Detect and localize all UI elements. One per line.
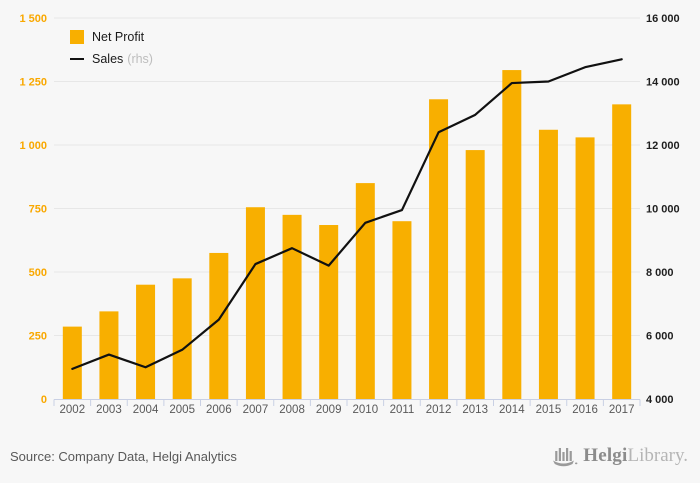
x-axis-year-label: 2010	[353, 404, 379, 416]
chart: 0 250 500 750 1 000 1 250 1 500 4 000 6 000 8 000…	[19, 13, 680, 416]
right-axis-tick-label: 12 000	[646, 140, 680, 152]
chart-canvas: 0 250 500 750 1 000 1 250 1 500 4 000 6 000 8 000…	[19, 13, 680, 416]
x-axis-year-label: 2005	[169, 404, 195, 416]
x-axis-year-label: 2009	[316, 404, 342, 416]
right-axis-tick-label: 16 000	[646, 13, 680, 25]
bar-2017	[612, 104, 632, 400]
bar-2010	[355, 183, 375, 399]
right-axis-tick-label: 14 000	[646, 77, 680, 89]
left-axis-tick-label: 500	[29, 267, 47, 279]
legend-label-sales: Sales	[92, 52, 124, 66]
bar-2008	[282, 214, 302, 399]
bar-2012	[429, 99, 449, 399]
logo-text-library: Library.	[627, 445, 689, 466]
left-axis-tick-label: 250	[29, 331, 47, 343]
right-axis-tick-label: 8 000	[646, 267, 674, 279]
x-axis-year-label: 2016	[572, 404, 598, 416]
bar-2015	[538, 129, 558, 399]
left-axis-tick-label: 1 250	[19, 77, 47, 89]
left-axis-tick-label: 0	[41, 394, 47, 406]
x-axis-year-label: 2017	[609, 404, 635, 416]
left-axis-tick-label: 750	[29, 204, 47, 216]
legend-item-sales: Sales (rhs)	[70, 48, 153, 70]
bar-2011	[392, 221, 412, 399]
right-axis-tick-label: 10 000	[646, 204, 680, 216]
helgi-boat-icon	[553, 448, 578, 467]
x-axis-year-label: 2011	[390, 404, 415, 416]
chart-footer: Source: Company Data, Helgi Analytics He…	[0, 430, 700, 483]
bar-2002	[62, 326, 82, 399]
sales-line	[71, 58, 623, 370]
legend-label-sales-rhs: (rhs)	[127, 52, 153, 66]
left-axis-tick-label: 1 000	[19, 140, 47, 152]
x-axis-year-label: 2002	[60, 404, 86, 416]
bar-2009	[319, 225, 339, 399]
x-axis-year-label: 2014	[499, 404, 525, 416]
bar-2007	[245, 207, 265, 399]
legend-item-net-profit: Net Profit	[70, 26, 153, 48]
chart-legend: Net Profit Sales (rhs)	[70, 26, 153, 70]
logo-text-helgi: Helgi	[583, 445, 628, 466]
x-axis-year-label: 2003	[96, 404, 122, 416]
bar-2005	[172, 278, 192, 399]
bar-2014	[502, 70, 522, 399]
source-text: Source: Company Data, Helgi Analytics	[10, 449, 237, 464]
left-axis-tick-label: 1 500	[19, 13, 47, 25]
x-axis-year-label: 2007	[243, 404, 269, 416]
net-profit-swatch-icon	[70, 30, 84, 44]
bar-2004	[136, 284, 156, 399]
x-axis-year-label: 2013	[462, 404, 488, 416]
x-axis-year-label: 2006	[206, 404, 232, 416]
right-axis-tick-label: 4 000	[646, 394, 674, 406]
right-axis-tick-label: 6 000	[646, 331, 674, 343]
sales-line-icon	[70, 58, 84, 60]
x-axis-year-label: 2012	[426, 404, 452, 416]
bar-2006	[209, 252, 229, 399]
helgi-library-logo: Helgi Library.	[552, 445, 688, 468]
legend-label-net-profit: Net Profit	[92, 30, 145, 44]
bar-2016	[575, 137, 595, 399]
x-axis-year-label: 2004	[133, 404, 159, 416]
bar-2013	[465, 150, 485, 399]
x-axis-year-label: 2008	[279, 404, 305, 416]
x-axis-year-label: 2015	[536, 404, 562, 416]
